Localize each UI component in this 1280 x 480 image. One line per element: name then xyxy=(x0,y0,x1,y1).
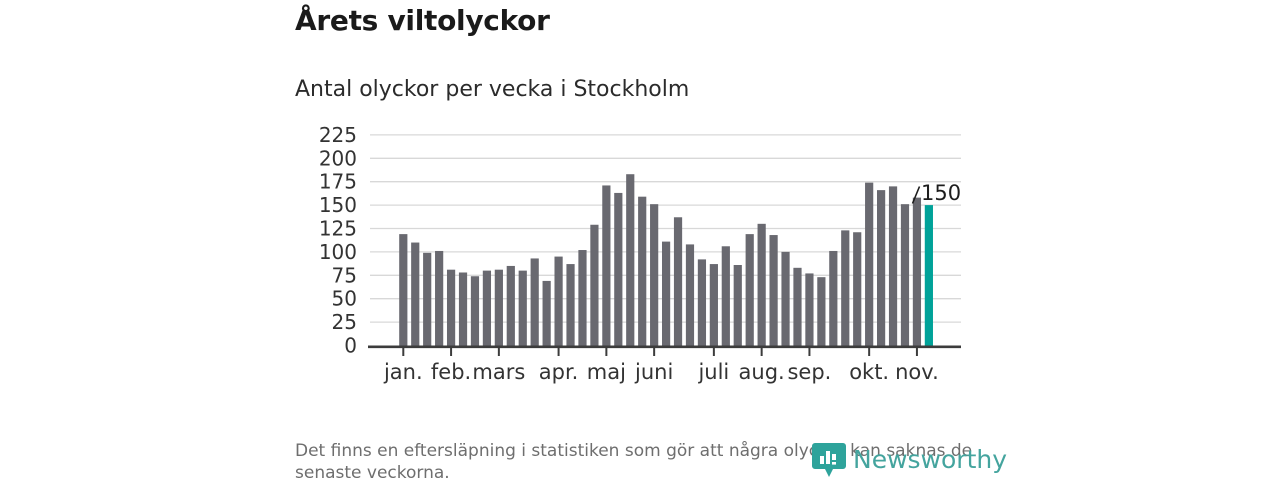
x-axis-label: juni xyxy=(634,360,673,384)
bar xyxy=(638,196,647,346)
bar xyxy=(411,242,420,346)
bar xyxy=(793,267,802,346)
bar xyxy=(757,223,766,346)
bar xyxy=(661,241,671,346)
bar xyxy=(685,244,695,346)
x-axis-label: aug. xyxy=(739,360,785,384)
bar xyxy=(888,186,898,346)
x-axis-label: mars xyxy=(472,360,525,384)
bar xyxy=(697,259,707,346)
y-axis-label: 50 xyxy=(332,287,357,311)
bar xyxy=(853,232,862,346)
bar xyxy=(423,252,432,346)
footer-note-line2: senaste veckorna. xyxy=(295,463,450,480)
annotation-value-label: 150 xyxy=(921,181,961,205)
newsworthy-logo: Newsworthy xyxy=(812,443,1007,479)
bar xyxy=(446,269,456,346)
bar xyxy=(841,230,850,346)
x-axis-label: sep. xyxy=(787,360,831,384)
bar-chart-bubble-icon xyxy=(812,443,846,477)
bar xyxy=(470,276,480,346)
y-axis-label: 75 xyxy=(332,263,357,287)
bar xyxy=(542,280,551,346)
x-axis-label: feb. xyxy=(431,360,471,384)
bar xyxy=(745,234,754,346)
newsworthy-logo-text: Newsworthy xyxy=(853,445,1008,474)
bar xyxy=(912,197,922,346)
bar xyxy=(865,182,874,346)
bar xyxy=(817,277,826,346)
y-axis-label: 225 xyxy=(319,123,357,147)
bar xyxy=(781,251,790,346)
bar xyxy=(769,235,778,346)
bar xyxy=(482,270,492,346)
bar xyxy=(805,273,814,346)
bar xyxy=(399,234,408,346)
highlighted-bar xyxy=(924,205,933,346)
y-axis-label: 0 xyxy=(344,334,357,358)
footer-note: Det finns en eftersläpning i statistiken… xyxy=(295,440,995,480)
chart-subtitle: Antal olyckor per vecka i Stockholm xyxy=(295,77,690,102)
bar xyxy=(602,185,611,346)
y-axis-label: 200 xyxy=(319,146,357,170)
bar xyxy=(721,246,730,346)
x-axis-label: okt. xyxy=(849,360,889,384)
page-title: Årets viltolyckor xyxy=(295,4,550,37)
x-axis-label: maj xyxy=(587,360,626,384)
footer-note-line1: Det finns en eftersläpning i statistiken… xyxy=(295,441,973,461)
bar xyxy=(506,265,515,346)
y-axis-label: 100 xyxy=(319,240,357,264)
bar xyxy=(877,190,886,346)
bar xyxy=(709,264,718,346)
bar xyxy=(614,192,623,346)
bar xyxy=(733,265,742,346)
bar xyxy=(566,264,575,346)
bar xyxy=(650,204,659,346)
x-axis-label: apr. xyxy=(539,360,579,384)
bar xyxy=(494,269,503,346)
bar xyxy=(554,256,563,346)
bar xyxy=(518,270,527,346)
bar xyxy=(435,250,444,346)
bar xyxy=(900,204,910,346)
annotation-leader-line xyxy=(911,186,921,204)
y-axis-label: 125 xyxy=(319,217,357,241)
bar xyxy=(829,250,838,346)
x-axis-label: juli xyxy=(697,360,729,384)
bar xyxy=(590,224,599,346)
x-axis-label: nov. xyxy=(895,360,939,384)
bar xyxy=(673,217,683,346)
bar xyxy=(458,272,468,346)
y-axis-label: 150 xyxy=(319,193,357,217)
y-axis-label: 25 xyxy=(332,310,357,334)
bar xyxy=(626,174,635,346)
x-axis-label: jan. xyxy=(383,360,423,384)
bar xyxy=(530,258,539,346)
y-axis-label: 175 xyxy=(319,170,357,194)
bar xyxy=(578,250,587,346)
